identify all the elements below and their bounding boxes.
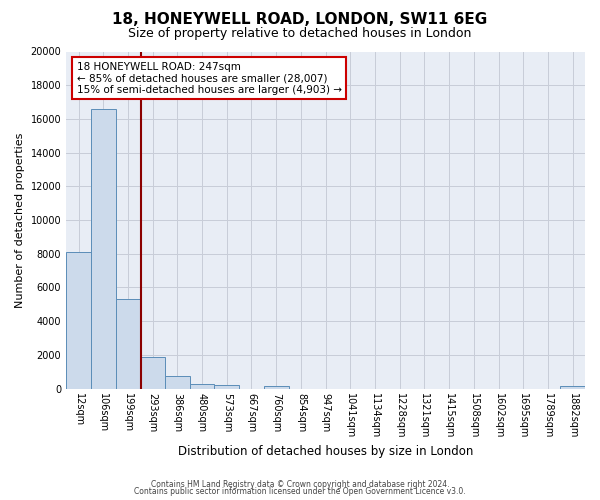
X-axis label: Distribution of detached houses by size in London: Distribution of detached houses by size … bbox=[178, 444, 473, 458]
Bar bbox=[214, 385, 239, 388]
Bar bbox=[116, 300, 140, 388]
Text: 18, HONEYWELL ROAD, LONDON, SW11 6EG: 18, HONEYWELL ROAD, LONDON, SW11 6EG bbox=[112, 12, 488, 28]
Y-axis label: Number of detached properties: Number of detached properties bbox=[15, 132, 25, 308]
Text: Contains HM Land Registry data © Crown copyright and database right 2024.: Contains HM Land Registry data © Crown c… bbox=[151, 480, 449, 489]
Bar bbox=[140, 358, 165, 388]
Text: Size of property relative to detached houses in London: Size of property relative to detached ho… bbox=[128, 28, 472, 40]
Bar bbox=[560, 386, 585, 388]
Bar bbox=[165, 376, 190, 388]
Bar bbox=[91, 109, 116, 388]
Bar bbox=[66, 252, 91, 388]
Text: 18 HONEYWELL ROAD: 247sqm
← 85% of detached houses are smaller (28,007)
15% of s: 18 HONEYWELL ROAD: 247sqm ← 85% of detac… bbox=[77, 62, 341, 95]
Bar bbox=[190, 384, 214, 388]
Text: Contains public sector information licensed under the Open Government Licence v3: Contains public sector information licen… bbox=[134, 487, 466, 496]
Bar bbox=[264, 386, 289, 388]
